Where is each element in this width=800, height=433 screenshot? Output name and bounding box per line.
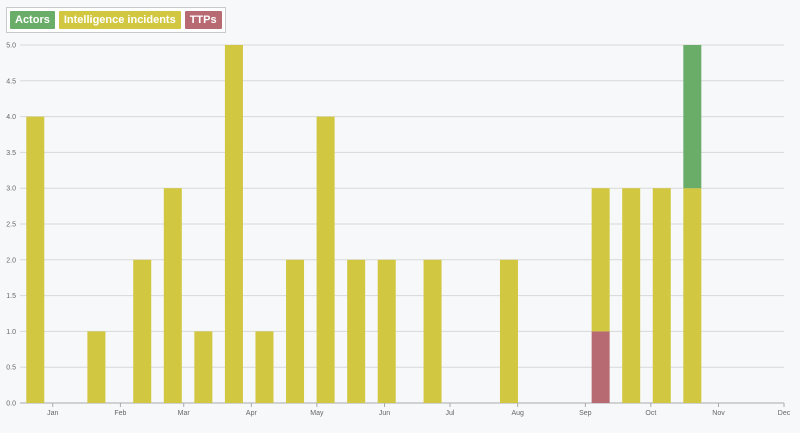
x-tick-label: May [310, 410, 324, 417]
bar-intelligence-incidents [499, 259, 518, 403]
x-tick-label: Apr [246, 410, 258, 417]
bar-intelligence-incidents [347, 259, 366, 403]
y-tick-label: 0.0 [6, 401, 16, 408]
bar-intelligence-incidents [224, 45, 243, 403]
bar-intelligence-incidents [591, 188, 610, 332]
bar-intelligence-incidents [377, 259, 396, 403]
x-tick-label: Aug [511, 410, 524, 417]
x-tick-label: Sep [579, 410, 592, 417]
x-tick-label: Nov [712, 410, 725, 417]
y-tick-label: 4.0 [6, 114, 16, 121]
bar-intelligence-incidents [316, 116, 335, 403]
y-tick-label: 2.0 [6, 257, 16, 264]
bar-intelligence-incidents [255, 331, 274, 403]
y-tick-label: 3.0 [6, 186, 16, 193]
bar-intelligence-incidents [683, 188, 702, 403]
x-tick-label: Oct [645, 410, 656, 417]
y-tick-label: 0.5 [6, 365, 16, 372]
chart-legend: Actors Intelligence incidents TTPs [6, 7, 226, 33]
y-tick-label: 1.5 [6, 293, 16, 300]
bar-intelligence-incidents [194, 331, 213, 403]
bar-intelligence-incidents [26, 116, 45, 403]
legend-item-ttps[interactable]: TTPs [184, 11, 222, 29]
bar-actors [683, 45, 702, 189]
legend-item-actors[interactable]: Actors [10, 11, 55, 29]
bar-intelligence-incidents [133, 259, 152, 403]
bar-intelligence-incidents [423, 259, 442, 403]
x-tick-label: Jul [446, 410, 455, 417]
y-tick-label: 3.5 [6, 150, 16, 157]
x-tick-label: Feb [114, 410, 126, 417]
y-tick-label: 1.0 [6, 329, 16, 336]
bar-intelligence-incidents [87, 331, 106, 403]
bar-intelligence-incidents [652, 188, 671, 403]
y-tick-label: 4.5 [6, 78, 16, 85]
y-tick-label: 5.0 [6, 43, 16, 50]
bar-intelligence-incidents [163, 188, 182, 403]
x-tick-label: Mar [178, 410, 191, 417]
bar-ttps [591, 331, 610, 403]
x-tick-label: Dec [778, 410, 791, 417]
x-tick-label: Jun [379, 410, 390, 417]
legend-item-intelligence-incidents[interactable]: Intelligence incidents [58, 11, 181, 29]
bar-intelligence-incidents [622, 188, 641, 403]
x-tick-label: Jan [47, 410, 58, 417]
bar-intelligence-incidents [286, 259, 305, 403]
y-tick-label: 2.5 [6, 222, 16, 229]
